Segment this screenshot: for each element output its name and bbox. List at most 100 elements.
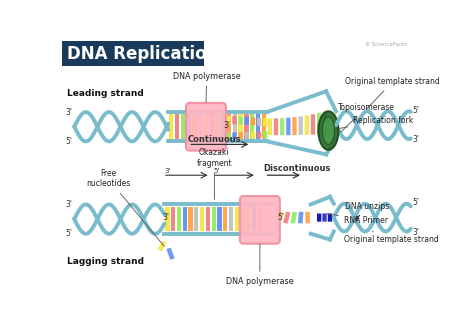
Text: 5': 5' <box>65 137 72 146</box>
Text: Discontinuous: Discontinuous <box>263 164 330 173</box>
FancyBboxPatch shape <box>305 212 310 223</box>
Bar <box>238 114 243 139</box>
Bar <box>262 114 266 139</box>
Text: 5': 5' <box>214 168 220 174</box>
Bar <box>215 114 219 139</box>
FancyBboxPatch shape <box>317 213 321 222</box>
Bar <box>198 114 202 139</box>
FancyBboxPatch shape <box>274 118 278 135</box>
Ellipse shape <box>322 117 335 144</box>
Text: 5': 5' <box>65 229 72 238</box>
FancyBboxPatch shape <box>268 118 272 135</box>
Bar <box>256 114 260 139</box>
FancyBboxPatch shape <box>292 117 297 135</box>
Text: DNA polymerase: DNA polymerase <box>226 244 294 286</box>
Polygon shape <box>204 41 215 66</box>
Bar <box>175 114 179 139</box>
Text: 3': 3' <box>163 213 170 222</box>
Bar <box>396 123 401 125</box>
FancyBboxPatch shape <box>226 116 230 124</box>
Text: DNA polymerase: DNA polymerase <box>173 72 240 102</box>
FancyBboxPatch shape <box>299 116 303 135</box>
Bar <box>210 114 214 139</box>
Bar <box>355 123 359 125</box>
Text: Leading strand: Leading strand <box>66 89 143 98</box>
Text: 5': 5' <box>278 213 284 222</box>
Text: 3': 3' <box>65 107 72 117</box>
Bar <box>182 207 187 232</box>
Bar <box>141 125 146 127</box>
Text: 3': 3' <box>65 200 72 209</box>
Bar <box>194 207 199 232</box>
FancyBboxPatch shape <box>238 132 243 139</box>
Ellipse shape <box>319 111 338 150</box>
Text: 3': 3' <box>412 135 419 144</box>
Bar <box>334 123 338 125</box>
Bar <box>95 217 100 219</box>
FancyBboxPatch shape <box>257 118 261 126</box>
Bar <box>169 114 173 139</box>
FancyBboxPatch shape <box>232 132 237 139</box>
Bar <box>229 207 233 232</box>
Bar <box>189 207 193 232</box>
FancyBboxPatch shape <box>245 117 249 125</box>
FancyBboxPatch shape <box>280 118 284 135</box>
Bar <box>187 114 191 139</box>
Bar <box>394 216 398 218</box>
FancyBboxPatch shape <box>286 118 291 135</box>
FancyBboxPatch shape <box>62 41 204 66</box>
FancyBboxPatch shape <box>232 116 237 124</box>
Text: 3': 3' <box>224 121 231 130</box>
Bar <box>95 125 100 127</box>
Bar <box>244 114 248 139</box>
Text: DNA unzips: DNA unzips <box>346 202 390 220</box>
Bar <box>118 217 123 219</box>
Bar <box>235 207 239 232</box>
FancyBboxPatch shape <box>226 133 230 139</box>
FancyBboxPatch shape <box>328 213 332 222</box>
Bar <box>227 114 231 139</box>
Bar <box>72 217 76 219</box>
Bar <box>171 207 175 232</box>
Bar <box>204 114 208 139</box>
Bar <box>353 216 357 218</box>
FancyBboxPatch shape <box>251 132 255 138</box>
Bar <box>192 114 197 139</box>
Text: Topoisomerase: Topoisomerase <box>337 103 395 133</box>
Text: DNA Replication: DNA Replication <box>67 45 219 63</box>
FancyBboxPatch shape <box>263 131 267 138</box>
Bar <box>72 125 76 127</box>
Bar <box>221 114 226 139</box>
Bar <box>373 216 377 218</box>
Text: ⚙ ScienceFacts: ⚙ ScienceFacts <box>365 42 407 47</box>
Bar <box>252 207 256 232</box>
FancyBboxPatch shape <box>283 211 291 224</box>
FancyBboxPatch shape <box>166 248 174 260</box>
Bar <box>164 125 169 127</box>
Text: 3': 3' <box>164 168 171 174</box>
FancyBboxPatch shape <box>263 118 267 126</box>
Text: Free
nucleotides: Free nucleotides <box>86 169 164 246</box>
FancyBboxPatch shape <box>323 112 328 134</box>
Bar <box>200 207 204 232</box>
FancyBboxPatch shape <box>276 211 284 224</box>
Text: 3': 3' <box>412 228 419 237</box>
FancyBboxPatch shape <box>238 116 243 125</box>
FancyBboxPatch shape <box>317 113 321 135</box>
FancyBboxPatch shape <box>305 115 309 135</box>
Bar <box>246 207 250 232</box>
FancyBboxPatch shape <box>257 131 261 138</box>
FancyBboxPatch shape <box>186 103 226 151</box>
FancyBboxPatch shape <box>322 213 327 222</box>
Text: RNA Primer: RNA Primer <box>327 213 388 225</box>
Bar <box>223 207 228 232</box>
Text: Original template strand: Original template strand <box>346 77 440 109</box>
FancyBboxPatch shape <box>240 196 280 244</box>
Text: Lagging strand: Lagging strand <box>66 257 144 266</box>
Text: Original template strand: Original template strand <box>344 232 438 244</box>
Bar <box>211 207 216 232</box>
Text: Replication fork: Replication fork <box>339 116 413 128</box>
Bar <box>141 217 146 219</box>
FancyBboxPatch shape <box>158 241 166 252</box>
Bar <box>177 207 181 232</box>
